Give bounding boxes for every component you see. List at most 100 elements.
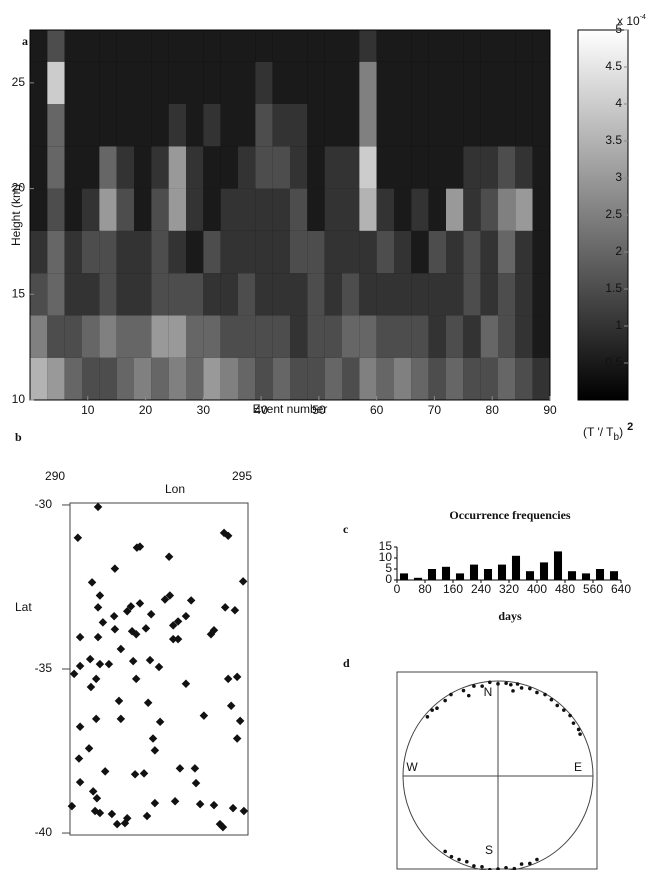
heatmap-cell [255,315,273,358]
colorbar-tick-label: 5 [615,22,622,36]
heatmap-cell [428,273,446,316]
bar [581,573,591,580]
heatmap-cell [186,61,204,104]
panel-label: c [343,522,349,536]
heatmap-cell [446,146,464,189]
heatmap-cell [498,230,516,274]
heatmap-cell [116,30,134,62]
point [449,692,453,697]
heatmap-cell [532,104,550,147]
heatmap-cell [498,273,516,316]
point [175,764,185,773]
point [549,697,554,702]
heatmap-cell [238,30,256,62]
y-tick-label: 5 [385,561,392,575]
plot-frame [29,29,551,401]
heatmap-cell [324,230,342,274]
point [511,689,515,693]
heatmap-cell [376,315,394,358]
heatmap-cell [116,273,134,316]
colorbar-tick-label: 4.5 [605,59,622,73]
point [578,732,582,736]
heatmap-cell [99,146,117,189]
y-tick-label: 20 [12,181,26,195]
heatmap-cell [463,188,481,231]
heatmap-cell [238,273,256,316]
heatmap-cell [376,146,394,189]
heatmap-cell [220,104,238,147]
point [116,714,126,724]
x-tick-label: 0 [394,582,401,596]
y-axis-label: Height (km) [9,184,23,246]
heatmap-cell [220,315,238,358]
heatmap-cell [290,61,308,104]
heatmap-cell [515,146,533,189]
point [164,552,174,562]
heatmap-cell [255,188,273,231]
point [131,674,141,684]
heatmap-cell [238,188,256,231]
heatmap-cell [186,188,204,231]
heatmap-cell [532,61,550,104]
x-tick-label: 295 [232,469,252,483]
heatmap-cell [255,357,273,400]
y-tick-label: 10 [379,550,393,564]
heatmap-cell [480,104,498,147]
colorbar-tick-label: 2 [615,244,622,258]
x-axis-label: Event number [253,402,328,416]
point [139,769,149,778]
heatmap-cell [480,61,498,104]
heatmap-cell [532,146,550,189]
heatmap-cell [411,30,429,62]
point [84,744,94,753]
heatmap-cell [446,30,464,62]
heatmap-cell [151,30,169,62]
colorbar-scale-exponent: -4 [640,14,646,21]
heatmap-cell [116,104,134,147]
colorbar-tick-label: 1.5 [605,281,622,295]
heatmap-cell [342,30,360,62]
bar [399,573,409,580]
heatmap-cell [134,146,152,189]
point [568,713,572,718]
heatmap-cell [394,188,412,231]
point [75,661,85,671]
heatmap-cell [428,357,446,400]
point [154,662,164,672]
heatmap-cell [64,188,82,231]
heatmap-cell [186,230,204,274]
heatmap-cell [30,188,48,231]
heatmap-cell [428,230,446,274]
point [519,862,524,866]
bar [413,577,423,580]
point [239,806,249,816]
heatmap-cell [99,104,117,147]
heatmap-cell [220,188,238,231]
point [146,609,156,619]
heatmap-cell [480,230,498,274]
heatmap-cell [307,188,325,231]
point [93,502,103,512]
point [576,727,581,732]
x-tick-label: 400 [527,582,547,596]
heatmap-cell [463,30,481,62]
heatmap-cell [134,273,152,316]
heatmap-cell [30,273,48,316]
x-tick-label: 20 [139,403,153,417]
point [88,787,98,796]
heatmap-cell [428,30,446,62]
heatmap-cell [446,315,464,358]
colorbar-tick-label: 4 [615,96,622,110]
heatmap-cell [428,61,446,104]
bar [441,566,451,580]
heatmap-cell [151,315,169,358]
colorbar-scale: x 10-4 [617,14,646,28]
heatmap-cell [446,104,464,147]
heatmap-cell [116,357,134,400]
point [488,867,492,870]
heatmap-cell [515,273,533,316]
heatmap-cell [30,357,48,400]
bar [609,571,619,580]
colorbar-label: (T '/ Tb) 2 [583,421,633,443]
heatmap-cell [498,61,516,104]
